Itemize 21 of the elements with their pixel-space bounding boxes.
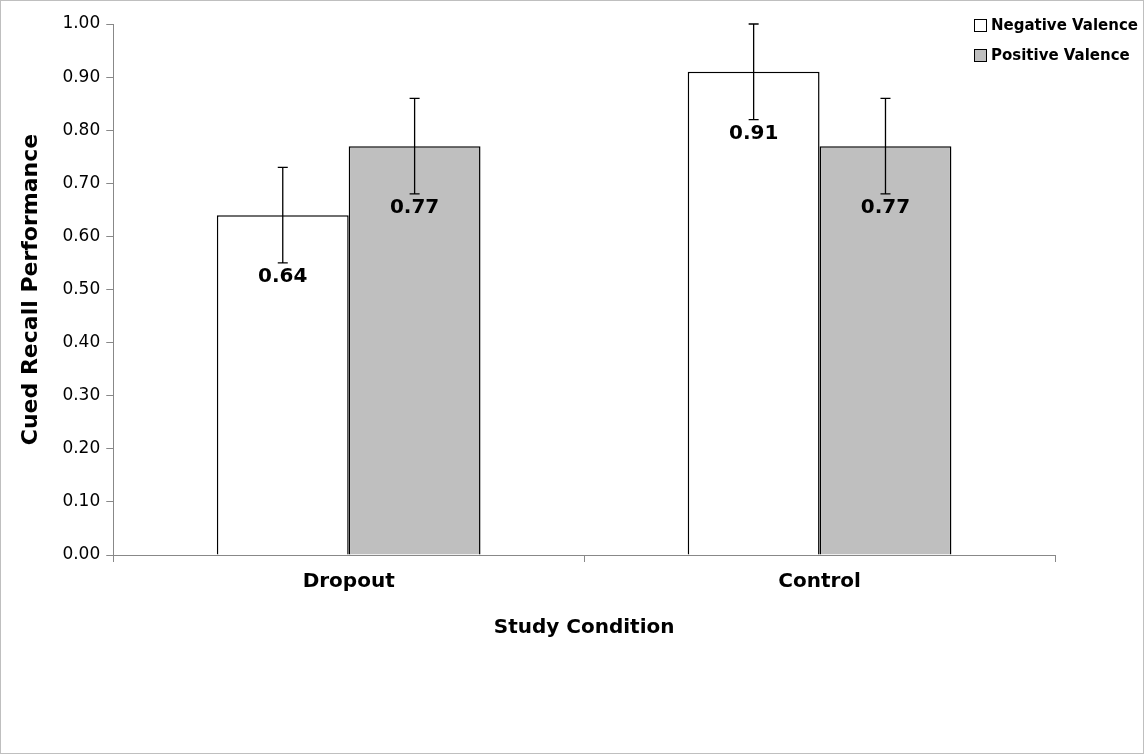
data-label: 0.77 — [389, 194, 440, 219]
y-tick-label: 0.80 — [62, 118, 101, 139]
data-label: 0.64 — [258, 263, 308, 288]
x-axis-title: Study Condition — [493, 614, 675, 639]
x-tick-label: Dropout — [302, 568, 396, 593]
data-label: 0.91 — [728, 119, 779, 144]
y-tick-label: 0.60 — [62, 224, 101, 245]
text: Negative Valence — [990, 16, 1138, 34]
data-label: 0.77 — [860, 194, 911, 219]
y-tick-label: 0.30 — [62, 384, 101, 405]
y-tick-label: 0.00 — [62, 543, 101, 564]
y-tick-label: 0.50 — [62, 277, 101, 298]
y-tick-label: 0.40 — [62, 331, 101, 352]
y-tick-label: 0.10 — [62, 490, 101, 511]
x-tick-label: Control — [778, 568, 861, 593]
y-axis-title: Cued Recall Performance — [16, 133, 42, 446]
y-tick-label: 1.00 — [62, 12, 101, 33]
y-tick-label: 0.90 — [62, 65, 101, 86]
y-tick-label: 0.70 — [62, 171, 101, 192]
legend-label: Positive Valence — [990, 46, 1130, 64]
y-tick-label: 0.20 — [62, 437, 101, 458]
